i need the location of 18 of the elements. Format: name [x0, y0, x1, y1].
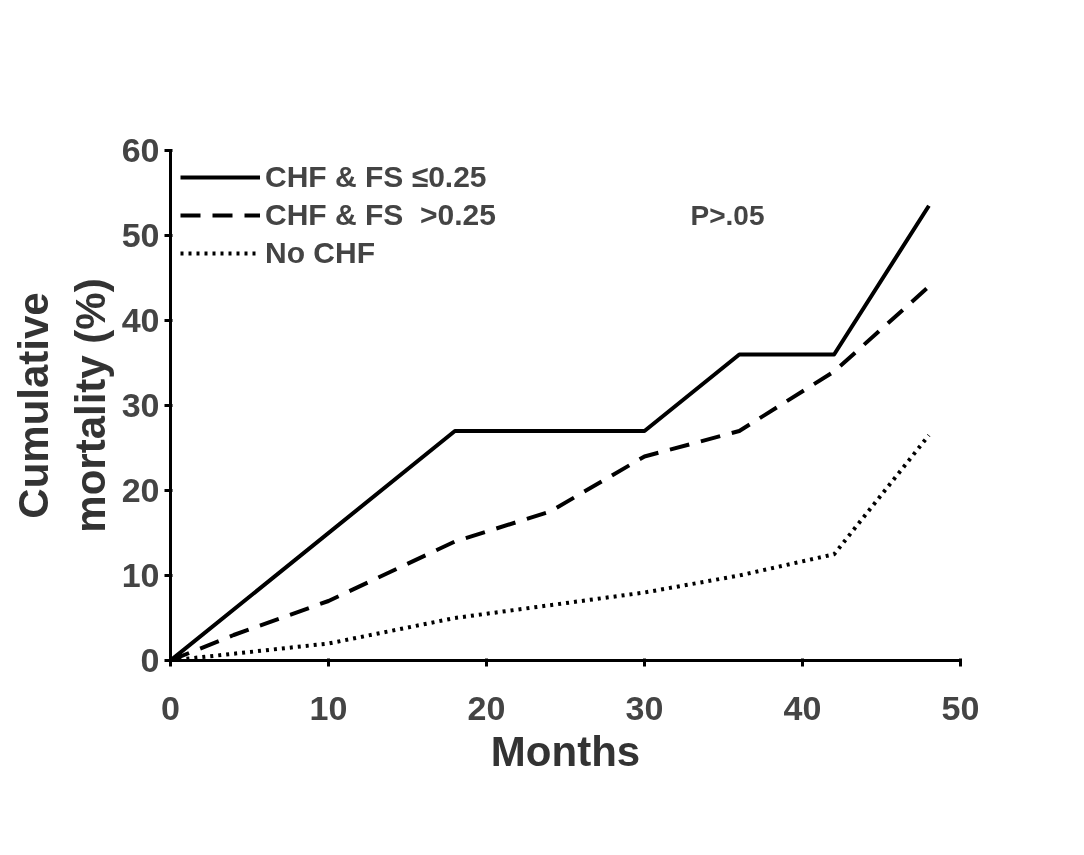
y-tick-label: 10: [121, 556, 160, 594]
x-tick-label: 10: [309, 688, 348, 727]
x-tick-label: 20: [467, 688, 506, 727]
x-tick-label: 50: [941, 688, 980, 727]
y-tick-label: 50: [121, 216, 160, 254]
y-axis-title: Cumulative mortality (%): [10, 278, 114, 533]
legend-label: No CHF: [265, 236, 375, 270]
legend-label: CHF & FS ≤0.25: [265, 160, 487, 194]
x-tick-label: 40: [783, 688, 822, 727]
y-tick-label: 40: [121, 301, 160, 339]
y-tick-label: 20: [121, 471, 160, 509]
y-tick-label: 30: [121, 386, 160, 424]
y-tick-label: 60: [121, 131, 160, 169]
legend-label: CHF & FS >0.25: [265, 198, 496, 232]
annotation: P>.05: [690, 199, 765, 231]
y-tick-label: 0: [140, 641, 160, 679]
x-tick-label: 30: [625, 688, 664, 727]
x-axis-title: Months: [490, 727, 641, 775]
